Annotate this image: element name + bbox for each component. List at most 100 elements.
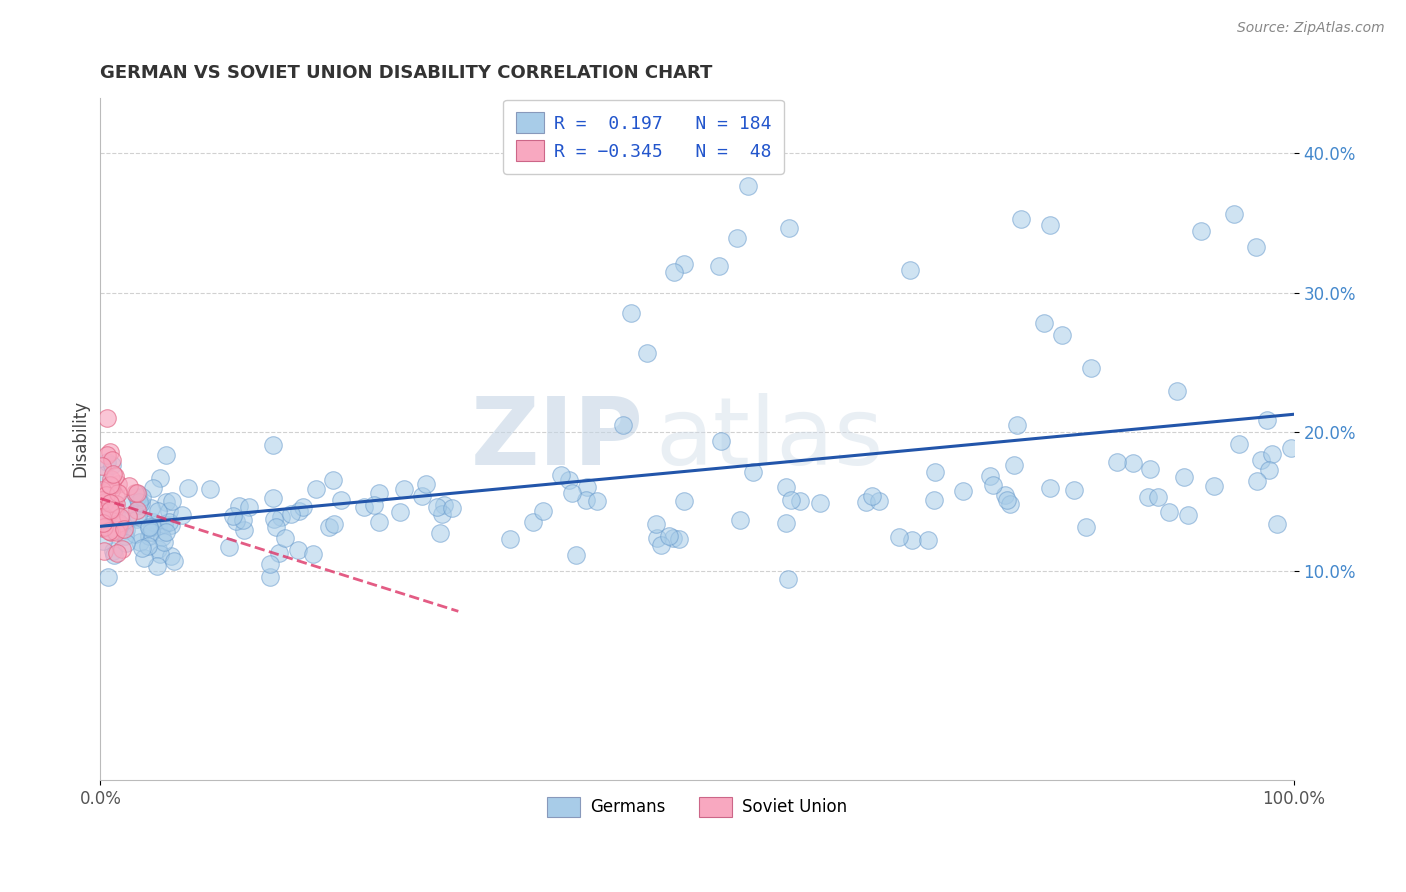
Point [1177, 508, 1199, 522]
Point [91, 516, 114, 530]
Point [1246, 474, 1268, 488]
Point [124, 527, 146, 541]
Point [994, 487, 1017, 501]
Point [177, 481, 200, 495]
Point [105, 523, 128, 537]
Point [269, 546, 291, 560]
Point [221, 509, 243, 524]
Point [148, 542, 170, 557]
Point [855, 495, 877, 509]
Point [98, 509, 121, 524]
Point [662, 265, 685, 279]
Point [388, 505, 411, 519]
Point [90, 493, 112, 508]
Point [280, 507, 302, 521]
Point [262, 491, 284, 505]
Point [228, 499, 250, 513]
Point [110, 510, 132, 524]
Point [107, 485, 129, 500]
Point [411, 489, 433, 503]
Point [430, 507, 453, 521]
Point [97, 570, 120, 584]
Point [262, 438, 284, 452]
Point [259, 569, 281, 583]
Point [159, 515, 181, 529]
Point [522, 515, 544, 529]
Point [100, 502, 122, 516]
Point [531, 504, 554, 518]
Point [127, 490, 149, 504]
Point [550, 468, 572, 483]
Point [128, 498, 150, 512]
Point [105, 546, 128, 560]
Point [104, 468, 127, 483]
Point [139, 501, 162, 516]
Point [105, 515, 128, 529]
Point [561, 486, 583, 500]
Point [264, 520, 287, 534]
Point [922, 492, 945, 507]
Point [91, 486, 114, 500]
Point [157, 503, 180, 517]
Point [368, 515, 391, 529]
Point [108, 517, 131, 532]
Point [94, 488, 117, 502]
Point [98, 503, 121, 517]
Point [368, 486, 391, 500]
Point [93, 521, 115, 535]
Point [775, 480, 797, 494]
Point [138, 528, 160, 542]
Point [159, 518, 181, 533]
Point [668, 533, 690, 547]
Point [901, 533, 924, 548]
Point [1281, 441, 1303, 455]
Point [98, 505, 121, 519]
Point [575, 493, 598, 508]
Point [91, 492, 114, 507]
Point [645, 516, 668, 531]
Point [124, 486, 146, 500]
Point [662, 531, 685, 545]
Point [100, 524, 122, 539]
Point [318, 520, 340, 534]
Point [995, 492, 1018, 507]
Point [198, 482, 221, 496]
Point [131, 541, 153, 556]
Point [93, 467, 115, 482]
Point [1039, 218, 1062, 232]
Point [172, 508, 194, 523]
Point [868, 493, 890, 508]
Point [1136, 491, 1159, 505]
Point [150, 530, 173, 544]
Point [129, 496, 152, 510]
Point [155, 448, 177, 462]
Point [108, 518, 131, 533]
Point [1032, 316, 1054, 330]
Point [93, 494, 115, 508]
Point [1157, 505, 1180, 519]
Point [115, 536, 138, 550]
Point [103, 524, 125, 538]
Point [808, 496, 831, 510]
Point [218, 540, 240, 554]
Point [1039, 481, 1062, 495]
Point [100, 483, 122, 497]
Point [105, 524, 128, 539]
Point [363, 498, 385, 512]
Point [789, 493, 811, 508]
Point [100, 478, 122, 492]
Point [620, 306, 643, 320]
Point [141, 481, 163, 495]
Point [153, 534, 176, 549]
Point [322, 473, 344, 487]
Point [1010, 212, 1032, 227]
Point [1139, 462, 1161, 476]
Point [232, 513, 254, 527]
Point [1227, 436, 1250, 450]
Point [163, 554, 186, 568]
Point [415, 477, 437, 491]
Point [429, 525, 451, 540]
Point [142, 515, 165, 529]
Point [1223, 207, 1246, 221]
Point [394, 483, 416, 497]
